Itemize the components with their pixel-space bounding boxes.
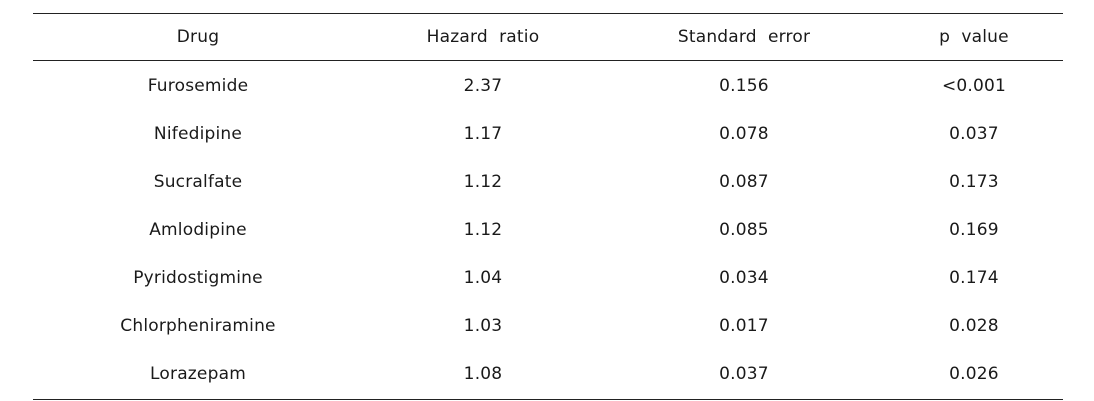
cell-hazard-ratio: 1.03 xyxy=(463,316,503,336)
data-table: Drug Hazard ratio Standard error p value… xyxy=(33,13,1063,400)
cell-hazard-ratio: 1.12 xyxy=(463,220,503,240)
cell-p-value: 0.026 xyxy=(949,364,999,384)
cell-p-value: 0.174 xyxy=(949,268,999,288)
cell-standard-error: 0.017 xyxy=(719,316,769,336)
table-row: Pyridostigmine 1.04 0.034 0.174 xyxy=(33,254,1063,302)
bottom-rule xyxy=(33,399,1063,400)
cell-drug: Pyridostigmine xyxy=(133,268,263,288)
header-hazard-ratio: Hazard ratio xyxy=(426,27,540,47)
table-row: Chlorpheniramine 1.03 0.017 0.028 xyxy=(33,302,1063,350)
cell-drug: Nifedipine xyxy=(153,124,243,144)
table-row: Nifedipine 1.17 0.078 0.037 xyxy=(33,110,1063,158)
table-row: Furosemide 2.37 0.156 <0.001 xyxy=(33,62,1063,110)
cell-p-value: 0.028 xyxy=(949,316,999,336)
cell-drug: Lorazepam xyxy=(150,364,246,384)
header-p-value: p value xyxy=(939,27,1009,47)
cell-standard-error: 0.037 xyxy=(719,364,769,384)
table-header-row: Drug Hazard ratio Standard error p value xyxy=(33,14,1063,60)
cell-standard-error: 0.087 xyxy=(719,172,769,192)
cell-p-value: <0.001 xyxy=(941,76,1007,96)
header-standard-error: Standard error xyxy=(677,27,811,47)
header-rule xyxy=(33,60,1063,61)
table-body: Furosemide 2.37 0.156 <0.001 Nifedipine … xyxy=(33,61,1063,399)
cell-p-value: 0.037 xyxy=(949,124,999,144)
cell-p-value: 0.169 xyxy=(949,220,999,240)
table-row: Sucralfate 1.12 0.087 0.173 xyxy=(33,158,1063,206)
top-rule xyxy=(33,13,1063,14)
cell-hazard-ratio: 1.08 xyxy=(463,364,503,384)
cell-drug: Furosemide xyxy=(147,76,249,96)
cell-hazard-ratio: 1.17 xyxy=(463,124,503,144)
cell-hazard-ratio: 2.37 xyxy=(463,76,503,96)
cell-standard-error: 0.156 xyxy=(719,76,769,96)
table-row: Lorazepam 1.08 0.037 0.026 xyxy=(33,350,1063,398)
cell-drug: Sucralfate xyxy=(153,172,243,192)
cell-standard-error: 0.085 xyxy=(719,220,769,240)
cell-standard-error: 0.078 xyxy=(719,124,769,144)
cell-drug: Chlorpheniramine xyxy=(120,316,276,336)
cell-standard-error: 0.034 xyxy=(719,268,769,288)
cell-hazard-ratio: 1.04 xyxy=(463,268,503,288)
cell-p-value: 0.173 xyxy=(949,172,999,192)
cell-drug: Amlodipine xyxy=(149,220,247,240)
header-drug: Drug xyxy=(176,27,220,47)
cell-hazard-ratio: 1.12 xyxy=(463,172,503,192)
table-row: Amlodipine 1.12 0.085 0.169 xyxy=(33,206,1063,254)
